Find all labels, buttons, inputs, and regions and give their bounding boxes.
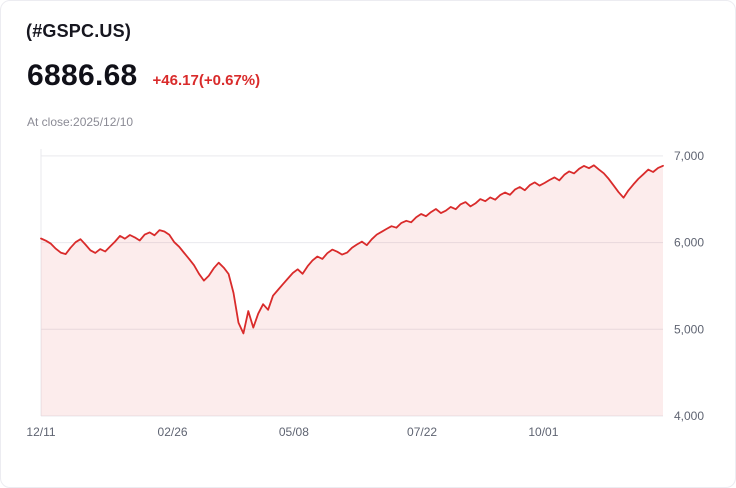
price-change: +46.17(+0.67%) — [152, 72, 261, 89]
x-axis-label: 10/01 — [528, 425, 558, 439]
close-timestamp: At close:2025/12/10 — [27, 115, 134, 129]
y-axis-label: 4,000 — [674, 409, 704, 423]
price-chart[interactable]: 7,000 6,000 5,000 4,000 12/11 02/26 05/08 07/22… — [1, 139, 736, 469]
x-axis-label: 02/26 — [158, 425, 188, 439]
ticker-symbol: (#GSPC.US) — [26, 21, 132, 41]
y-axis-label: 6,000 — [674, 236, 704, 250]
x-axis-label: 12/11 — [26, 425, 55, 439]
price-area — [41, 165, 663, 416]
price-row: 6886.68 +46.17(+0.67%) — [27, 59, 260, 93]
last-price: 6886.68 — [27, 59, 138, 92]
x-axis-label: 07/22 — [407, 425, 437, 439]
price-line — [40, 164, 664, 335]
x-axis-label: 05/08 — [279, 425, 309, 439]
y-axis-label: 5,000 — [674, 322, 704, 336]
y-axis-label: 7,000 — [674, 149, 704, 163]
